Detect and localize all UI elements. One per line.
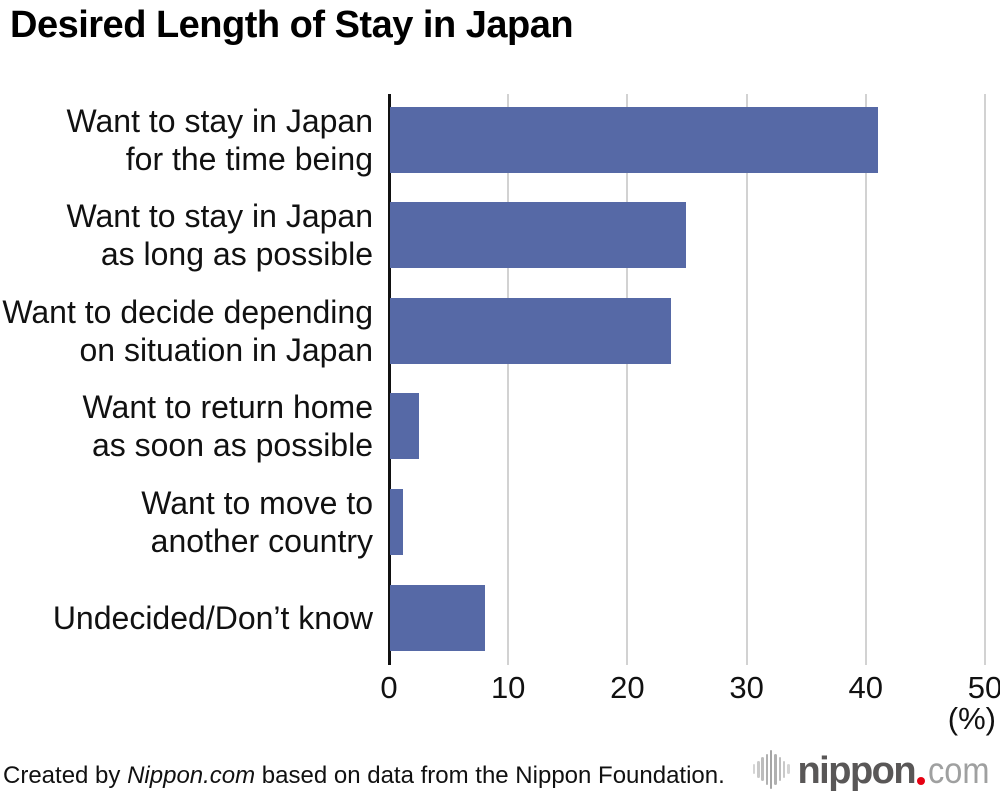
nippon-logo: nippon com	[752, 748, 998, 792]
bar	[390, 585, 486, 651]
category-label: Want to move to another country	[0, 485, 373, 559]
gridline	[626, 94, 629, 665]
credit-source: Nippon.com	[127, 762, 256, 789]
category-label-line: on situation in Japan	[79, 332, 373, 368]
credit-text: Created by Nippon.com based on data from…	[3, 762, 725, 790]
gridline	[745, 94, 748, 665]
category-label-line: Want to return home	[82, 389, 374, 425]
category-label-line: as soon as possible	[91, 427, 373, 463]
soundwave-bar	[774, 753, 777, 785]
category-label: Want to return home as soon as possible	[0, 389, 374, 463]
soundwave-bar	[757, 760, 760, 778]
soundwave-bar	[752, 764, 756, 774]
category-label-line: Want to decide depending	[2, 294, 373, 330]
category-label-line: Undecided/Don’t know	[52, 600, 373, 636]
y-axis-line	[387, 94, 391, 665]
bar	[390, 298, 672, 364]
category-label: Want to decide depending on situation in …	[0, 294, 373, 368]
soundwave-bars-icon	[752, 749, 792, 789]
category-label: Undecided/Don’t know	[0, 585, 373, 651]
soundwave-bar	[787, 764, 790, 774]
bar	[390, 202, 686, 268]
soundwave-bar	[769, 749, 773, 789]
x-tick-label: 20	[610, 670, 645, 705]
category-label-line: as long as possible	[100, 236, 373, 272]
category-label: Want to stay in Japan as long as possible	[0, 198, 373, 272]
category-label-line: Want to move to	[141, 485, 373, 521]
chart-title: Desired Length of Stay in Japan	[10, 4, 574, 46]
x-tick-label: 30	[729, 670, 764, 705]
category-label: Want to stay in Japan for the time being	[0, 103, 373, 177]
x-axis-unit-label: (%)	[947, 701, 996, 736]
category-label-line: Want to stay in Japan	[66, 103, 373, 139]
logo-red-dot-icon	[917, 777, 926, 785]
logo-text-nippon: nippon	[797, 750, 916, 792]
credit-prefix: Created by	[3, 762, 128, 789]
gridline	[507, 94, 510, 665]
category-label-line: for the time being	[125, 141, 373, 177]
credit-suffix: based on data from the Nippon Foundation…	[255, 762, 725, 789]
bar	[390, 107, 878, 173]
soundwave-bar	[761, 757, 764, 781]
bar	[390, 393, 419, 459]
gridline	[984, 94, 986, 665]
bar	[390, 489, 404, 555]
soundwave-bar	[765, 753, 769, 785]
category-label-line: another country	[150, 523, 373, 559]
category-label-line: Want to stay in Japan	[66, 198, 373, 234]
gridline	[864, 94, 867, 665]
logo-text-com: com	[928, 750, 990, 791]
x-tick-label: 40	[848, 670, 884, 705]
x-tick-label: 0	[380, 670, 398, 705]
x-tick-label: 10	[490, 670, 526, 705]
soundwave-bar	[782, 760, 786, 778]
x-tick-label: 50	[967, 670, 1000, 705]
soundwave-bar	[778, 757, 782, 781]
